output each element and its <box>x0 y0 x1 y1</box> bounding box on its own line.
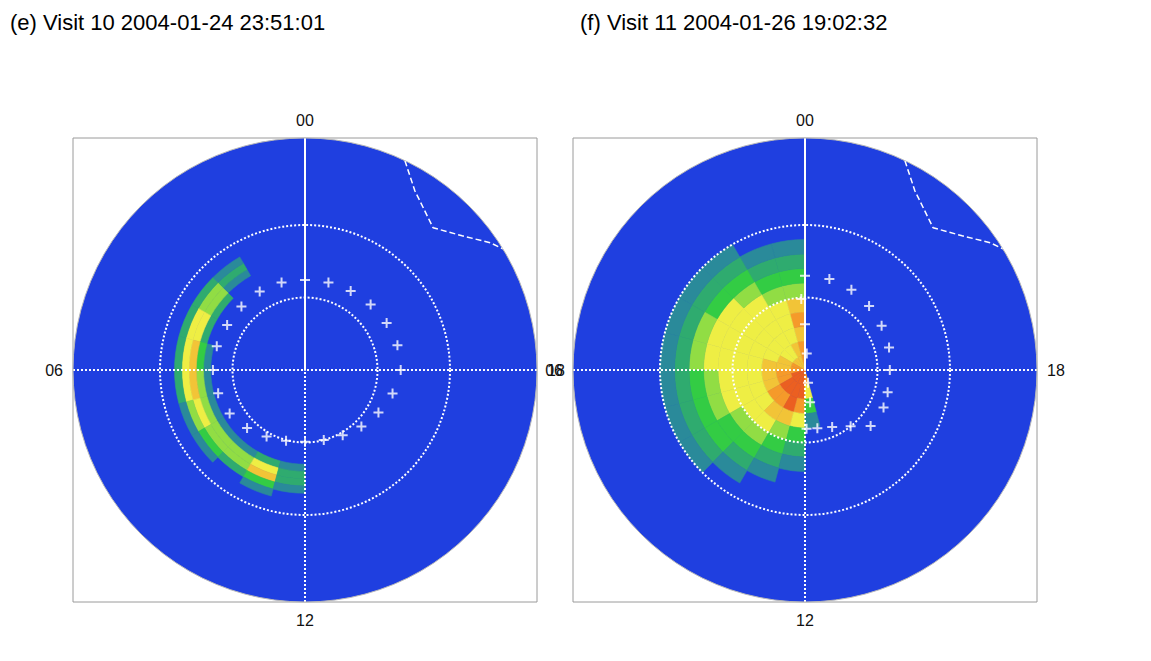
svg-text:06: 06 <box>545 362 563 379</box>
svg-text:00: 00 <box>796 112 814 129</box>
svg-text:12: 12 <box>296 612 314 629</box>
svg-text:(f) Visit 11 2004-01-26 19:02:: (f) Visit 11 2004-01-26 19:02:32 <box>580 10 887 35</box>
svg-text:(e) Visit 10 2004-01-24 23:51:: (e) Visit 10 2004-01-24 23:51:01 <box>10 10 325 35</box>
svg-text:18: 18 <box>1047 362 1065 379</box>
svg-text:00: 00 <box>296 112 314 129</box>
svg-text:12: 12 <box>796 612 814 629</box>
svg-text:06: 06 <box>45 362 63 379</box>
